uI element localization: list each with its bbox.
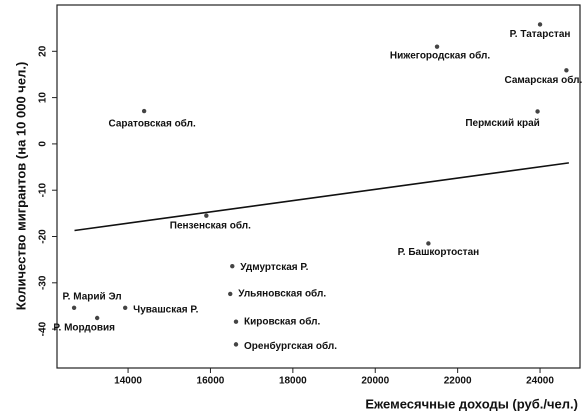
point <box>535 109 540 114</box>
x-tick-label: 20000 <box>361 376 389 387</box>
point <box>537 22 543 27</box>
y-tick-label: -20 <box>38 229 49 244</box>
point <box>141 108 147 114</box>
point-label: Нижегородская обл. <box>390 49 490 61</box>
point <box>233 342 239 347</box>
point <box>204 213 209 218</box>
x-axis-title: Ежемесячные доходы (руб./чел.) <box>365 396 578 411</box>
point <box>122 305 128 311</box>
x-tick-label: 14000 <box>114 376 142 387</box>
y-tick-label: 10 <box>38 92 49 104</box>
point <box>228 291 233 297</box>
y-tick-label: 20 <box>38 45 49 57</box>
x-tick-label: 18000 <box>279 376 307 387</box>
x-tick-label: 16000 <box>197 376 225 387</box>
point <box>230 263 235 269</box>
x-tick-label: 24000 <box>526 376 554 387</box>
trend-line <box>74 162 569 232</box>
point-label: Самарская обл. <box>505 74 583 86</box>
point <box>434 44 440 49</box>
point <box>233 319 239 324</box>
point-label: Ульяновская обл. <box>238 288 326 300</box>
point <box>426 241 431 246</box>
point <box>564 68 569 73</box>
point-label: Кировская обл. <box>244 315 320 327</box>
y-tick-label: -40 <box>38 321 49 336</box>
point-label: Саратовская обл. <box>108 118 195 130</box>
y-tick-label: 0 <box>38 141 49 147</box>
point-label: Р. Мордовия <box>53 323 115 334</box>
point <box>71 305 77 311</box>
point <box>94 315 100 321</box>
y-tick-label: -30 <box>38 275 49 290</box>
point-label: Пензенская обл. <box>170 219 251 231</box>
plot-frame <box>56 4 581 369</box>
point-label: Пермский край <box>465 118 539 129</box>
point-label: Р. Башкортостан <box>398 247 480 258</box>
point-label: Р. Марий Эл <box>63 291 122 302</box>
y-tick-label: -10 <box>38 183 49 198</box>
point-label: Чувашская Р. <box>133 304 198 315</box>
y-axis-title: Количество мигрантов (на 10 000 чел.) <box>13 62 28 311</box>
point-label: Удмуртская Р. <box>240 262 308 273</box>
x-tick-label: 22000 <box>444 376 472 387</box>
point-label: Р. Татарстан <box>510 29 571 40</box>
point-label: Оренбургская обл. <box>244 340 337 352</box>
